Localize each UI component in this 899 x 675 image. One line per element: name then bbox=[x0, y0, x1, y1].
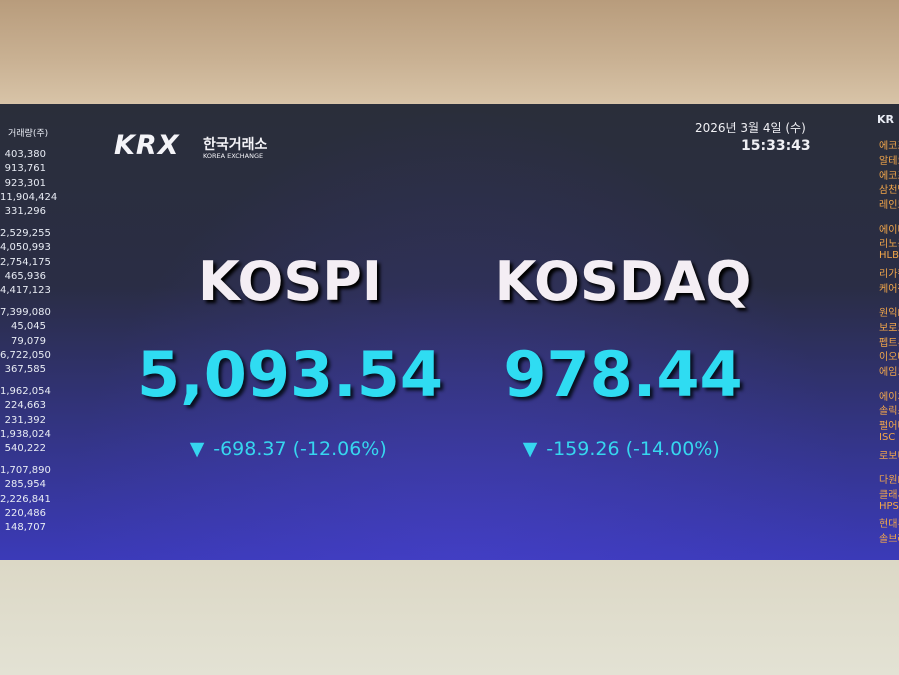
stock-name: 알테오 bbox=[879, 155, 899, 167]
right-header: KR bbox=[877, 113, 894, 126]
stock-name: 솔릭스 bbox=[879, 406, 899, 418]
volume-value: 1,962,054 bbox=[0, 386, 51, 397]
stock-name: 펄어비 bbox=[879, 421, 899, 433]
volume-value: 2,754,175 bbox=[0, 256, 51, 268]
stock-name: 다원D bbox=[879, 475, 899, 486]
volume-value: 403,380 bbox=[4, 149, 46, 160]
volume-value: 285,954 bbox=[4, 479, 46, 491]
logo-korean: 한국거래소 bbox=[203, 137, 268, 153]
time: 15:33:43 bbox=[741, 138, 811, 154]
volume-value: 11,904,424 bbox=[0, 191, 58, 203]
stock-name: 케어젠 bbox=[879, 283, 899, 295]
volume-value: 4,050,993 bbox=[0, 242, 51, 254]
display-screen bbox=[0, 104, 899, 560]
stock-name: 에코프 bbox=[879, 170, 899, 182]
index-name: KOSDAQ bbox=[494, 250, 752, 313]
stock-name: 레인보 bbox=[879, 200, 899, 212]
index-value: 5,093.54 bbox=[137, 338, 443, 411]
stock-name: 솔브레 bbox=[879, 534, 899, 546]
volume-value: 2,529,255 bbox=[0, 228, 51, 239]
volume-value: 1,707,890 bbox=[0, 465, 51, 476]
volume-value: 7,399,080 bbox=[0, 307, 51, 318]
screen-glow bbox=[52, 104, 870, 560]
stock-name: 로보티 bbox=[879, 450, 899, 462]
date: 2026년 3월 4일 (수) bbox=[695, 121, 806, 135]
volume-value: 923,301 bbox=[4, 177, 46, 189]
volume-value: 231,392 bbox=[4, 414, 46, 426]
volume-value: 45,045 bbox=[11, 321, 46, 333]
stock-name: 보로노 bbox=[879, 322, 899, 334]
volume-value: 331,296 bbox=[4, 206, 46, 218]
stock-name: 리노공 bbox=[879, 239, 899, 251]
stock-name: ISC bbox=[879, 431, 896, 443]
volume-value: 148,707 bbox=[4, 522, 46, 534]
stock-name: 에코프 bbox=[879, 141, 899, 152]
logo-english: KOREA EXCHANGE bbox=[203, 152, 264, 160]
volume-value: 2,226,841 bbox=[0, 493, 51, 505]
volume-value: 367,585 bbox=[4, 364, 46, 376]
volume-value: 6,722,050 bbox=[0, 349, 51, 361]
stock-name: HPS bbox=[879, 500, 899, 512]
index-name: KOSPI bbox=[198, 250, 382, 313]
stock-name: 이오테 bbox=[879, 352, 899, 364]
change-arrow: ▼ bbox=[522, 438, 538, 460]
index-change: -698.37 (-12.06%) bbox=[213, 438, 387, 460]
volume-value: 913,761 bbox=[4, 163, 46, 175]
stock-name: 펩트론 bbox=[879, 337, 899, 349]
stock-name: 리가켐 bbox=[879, 268, 899, 280]
index-change: -159.26 (-14.00%) bbox=[546, 438, 720, 460]
logo-mark: KRX bbox=[114, 130, 180, 161]
stock-name: 삼천당 bbox=[879, 185, 899, 197]
volume-header: 거래량(주) bbox=[8, 129, 49, 139]
stock-name: 클래시 bbox=[879, 489, 899, 501]
volume-value: 1,938,024 bbox=[0, 428, 51, 440]
volume-value: 220,486 bbox=[4, 507, 46, 519]
stock-name: 현대무 bbox=[879, 519, 899, 531]
volume-value: 224,663 bbox=[4, 400, 46, 412]
volume-value: 4,417,123 bbox=[0, 285, 51, 297]
stock-name: 에이치 bbox=[879, 391, 899, 403]
stock-name: HLB bbox=[879, 250, 899, 262]
stock-name: 에이비 bbox=[879, 224, 899, 236]
change-arrow: ▼ bbox=[189, 438, 205, 460]
index-value: 978.44 bbox=[503, 338, 743, 411]
stock-name: 에임드 bbox=[879, 367, 899, 379]
volume-value: 465,936 bbox=[4, 270, 46, 282]
stock-name: 원익I bbox=[879, 308, 899, 319]
volume-value: 79,079 bbox=[11, 335, 46, 347]
volume-value: 540,222 bbox=[4, 443, 46, 455]
